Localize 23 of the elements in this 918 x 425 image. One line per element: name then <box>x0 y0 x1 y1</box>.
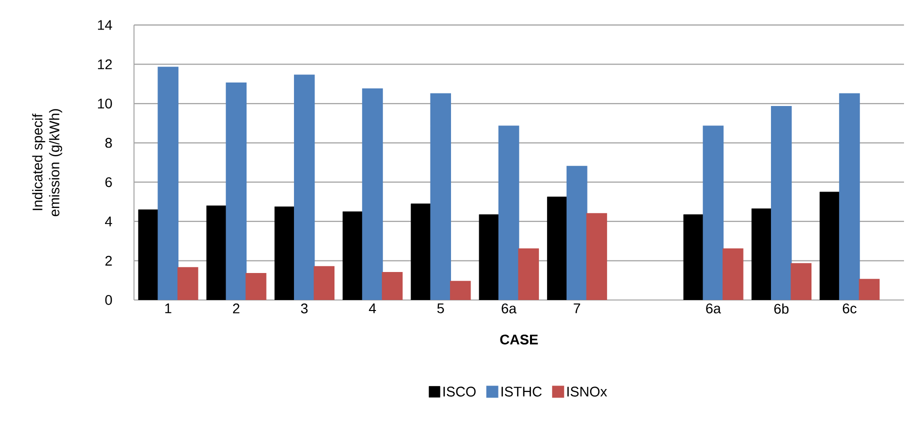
x-tick-label: 5 <box>437 304 444 314</box>
x-tick-label: 6a <box>502 304 517 314</box>
y-tick-label: 6 <box>105 177 112 188</box>
x-axis-title: CASE <box>500 334 538 344</box>
x-tick-label: 7 <box>574 304 580 314</box>
x-tick-label: 3 <box>301 304 308 314</box>
legend-label: ISTHC <box>502 386 542 397</box>
y-tick-label: 2 <box>105 256 112 266</box>
y-tick-label: 0 <box>105 295 112 305</box>
x-tick-label: 6c <box>842 304 856 314</box>
x-tick-label: 4 <box>368 304 376 314</box>
x-tick-label: 6a <box>706 304 721 314</box>
x-tick-label: 2 <box>233 304 240 314</box>
y-tick-label: 12 <box>98 59 112 70</box>
y-axis-title: Indicated specif emission (g/kWh) <box>32 109 62 216</box>
y-tick-label: 8 <box>105 138 112 148</box>
x-tick-label: 6b <box>774 304 789 314</box>
y-tick-label: 10 <box>98 98 112 109</box>
y-tick-label: 14 <box>98 20 112 30</box>
legend-label: ISCO <box>443 386 476 397</box>
x-tick-label: 1 <box>165 304 172 314</box>
y-tick-label: 4 <box>105 216 112 226</box>
legend-label: ISNOx <box>567 386 608 397</box>
